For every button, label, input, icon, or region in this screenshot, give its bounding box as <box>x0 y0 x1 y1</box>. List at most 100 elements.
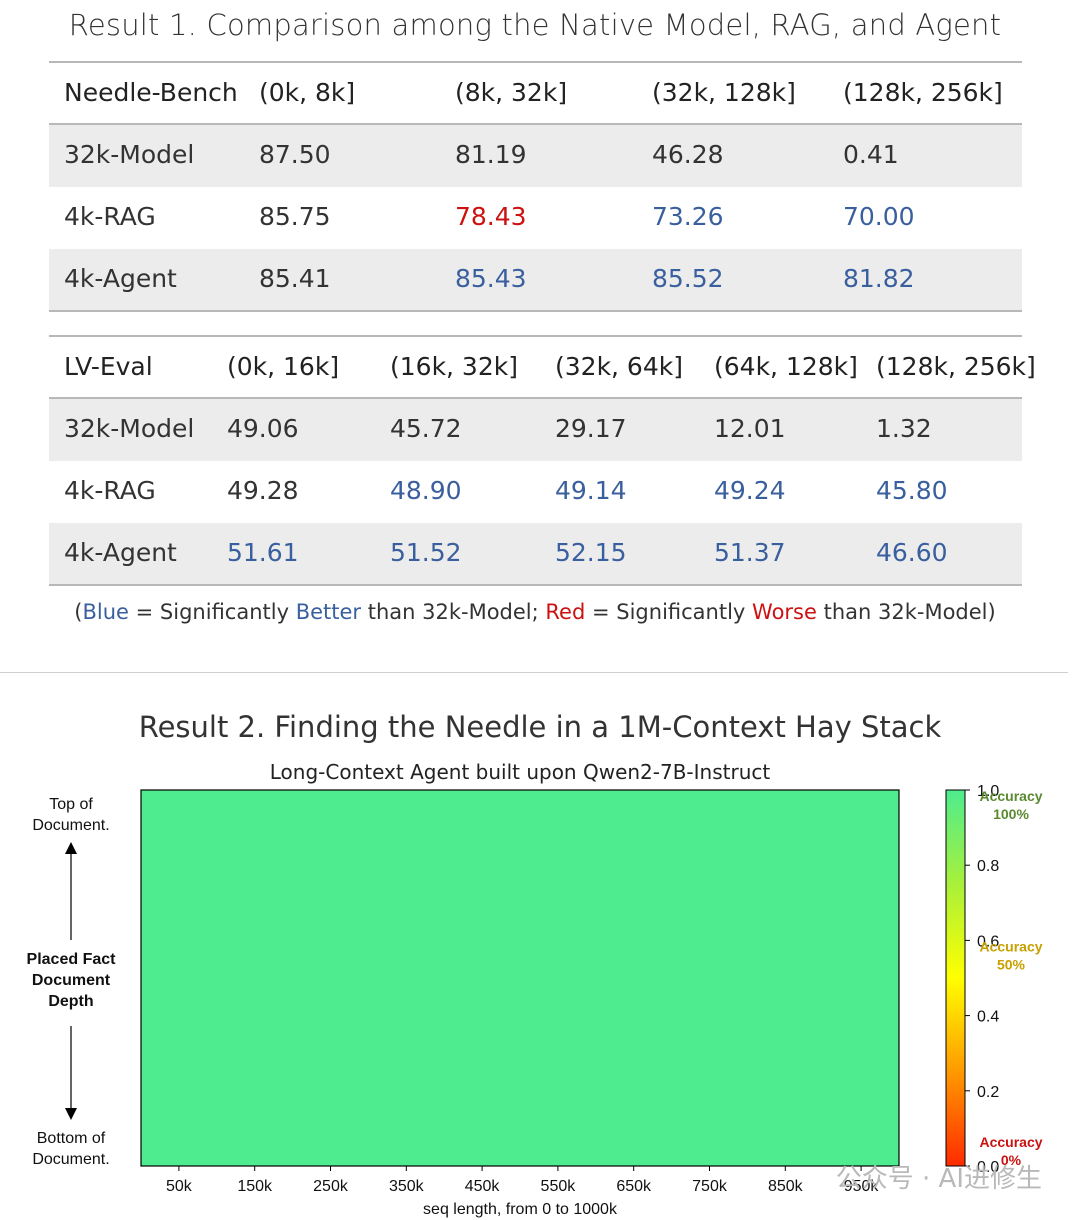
table1-cell: 81.82 <box>843 264 915 293</box>
colorbar-accuracy-annotation: 0% <box>1001 1152 1022 1168</box>
legend-mid: than 32k-Model; <box>361 600 546 624</box>
table2-row-label: 4k-Agent <box>64 538 177 567</box>
table1-bottom-rule <box>49 310 1022 312</box>
colorbar-accuracy-annotation: Accuracy <box>979 938 1042 954</box>
table1-header-3: (32k, 128k] <box>652 78 796 107</box>
y-bottom-line2: Document. <box>32 1151 110 1168</box>
table1-cell: 85.75 <box>259 202 331 231</box>
table1-top-rule <box>49 61 1022 63</box>
table1-row-band <box>49 249 1022 311</box>
result2-title: Result 2. Finding the Needle in a 1M-Con… <box>138 710 942 744</box>
colorbar-accuracy-annotation: 50% <box>997 956 1026 972</box>
table1-header-4: (128k, 256k] <box>843 78 1003 107</box>
table2-header-3: (32k, 64k] <box>555 352 683 381</box>
legend-end: than 32k-Model) <box>816 600 996 624</box>
colorbar-tick-label: 0.6 <box>977 933 999 950</box>
table2-cell: 46.60 <box>876 538 948 567</box>
colorbar-tick-label: 1.0 <box>977 783 999 800</box>
table1-row-label: 32k-Model <box>64 140 195 169</box>
result1-title: Result 1. Comparison among the Native Mo… <box>68 8 1002 42</box>
table1-header-rule <box>49 123 1022 125</box>
x-tick-label: 650k <box>616 1178 652 1195</box>
legend-red-word: Red <box>545 600 586 624</box>
table1-row-label: 4k-Agent <box>64 264 177 293</box>
colorbar-tick-label: 0.2 <box>977 1084 999 1101</box>
colorbar-tick-label: 0.8 <box>977 858 999 875</box>
legend-better: Better <box>295 600 362 624</box>
table1-header-1: (0k, 8k] <box>259 78 356 107</box>
y-bottom-label: Bottom of Document. <box>10 1128 132 1170</box>
table1-row-band <box>49 125 1022 187</box>
table2-cell: 51.61 <box>227 538 299 567</box>
table2-row-label: 4k-RAG <box>64 476 156 505</box>
y-label-line1: Placed Fact <box>26 951 116 968</box>
table1-cell: 87.50 <box>259 140 331 169</box>
table1-header-2: (8k, 32k] <box>455 78 568 107</box>
table1-row-label: 4k-RAG <box>64 202 156 231</box>
watermark: 公众号 · AI进修生 <box>835 1164 1042 1194</box>
table2-cell: 45.80 <box>876 476 948 505</box>
table2-header-0: LV-Eval <box>64 352 153 381</box>
x-tick-label: 150k <box>237 1178 273 1195</box>
x-tick-label: 50k <box>166 1178 193 1195</box>
legend-blue-word: Blue <box>82 600 129 624</box>
table2-cell: 45.72 <box>390 414 462 443</box>
table2-cell: 51.52 <box>390 538 462 567</box>
table1-cell: 73.26 <box>652 202 724 231</box>
table2-header-rule <box>49 397 1022 399</box>
colorbar-ticks: 1.0 0.8 0.6 0.4 0.2 0.0 Accuracy 100% Accuracy 50… <box>965 783 1043 1176</box>
table2-bottom-rule <box>49 584 1022 586</box>
x-tick-label: 250k <box>313 1178 349 1195</box>
table2-row-label: 32k-Model <box>64 414 195 443</box>
table2-cell: 12.01 <box>714 414 786 443</box>
table1-cell: 70.00 <box>843 202 915 231</box>
table1-cell: 85.43 <box>455 264 527 293</box>
table2-cell: 49.06 <box>227 414 299 443</box>
y-top-line2: Document. <box>32 817 110 834</box>
heatmap-cell <box>140 789 900 1167</box>
colorbar-accuracy-annotation: Accuracy <box>979 788 1042 804</box>
table2-cell: 29.17 <box>555 414 627 443</box>
x-tick-label: 350k <box>389 1178 425 1195</box>
chart-title: Long-Context Agent built upon Qwen2-7B-I… <box>269 760 771 784</box>
colorbar-accuracy-annotation: Accuracy <box>979 1134 1042 1150</box>
legend-eq1: = Significantly <box>128 600 296 624</box>
x-ticks: 50k 150k 250k 350k 450k 550k 650k 750k 850k 950k <box>166 1166 879 1195</box>
table1-cell: 85.52 <box>652 264 724 293</box>
y-top-line1: Top of <box>49 796 93 813</box>
table1-cell: 78.43 <box>455 202 527 231</box>
x-tick-label: 850k <box>768 1178 804 1195</box>
table1-header-0: Needle-Bench <box>64 78 238 107</box>
significance-legend: (Blue = Significantly Better than 32k-Mo… <box>0 600 1070 624</box>
colorbar <box>945 789 966 1167</box>
y-label-line3: Depth <box>48 993 94 1010</box>
table2-cell: 51.37 <box>714 538 786 567</box>
table2-header-5: (128k, 256k] <box>876 352 1036 381</box>
x-tick-label: 950k <box>844 1178 880 1195</box>
table2-header-4: (64k, 128k] <box>714 352 858 381</box>
table2-cell: 52.15 <box>555 538 627 567</box>
colorbar-tick-label: 0.4 <box>977 1009 999 1026</box>
y-top-label: Top of Document. <box>10 794 132 836</box>
table2-cell: 49.14 <box>555 476 627 505</box>
table1-cell: 85.41 <box>259 264 331 293</box>
x-axis-label: seq length, from 0 to 1000k <box>423 1201 618 1218</box>
table2-row-band <box>49 399 1022 461</box>
table1-cell: 81.19 <box>455 140 527 169</box>
table1-cell: 46.28 <box>652 140 724 169</box>
table2-row-band <box>49 523 1022 585</box>
table2-cell: 49.28 <box>227 476 299 505</box>
legend-worse: Worse <box>752 600 817 624</box>
table2-header-2: (16k, 32k] <box>390 352 518 381</box>
colorbar-tick-label: 0.0 <box>977 1159 999 1176</box>
legend-open: ( <box>74 600 83 624</box>
colorbar-accuracy-annotation: 100% <box>993 806 1029 822</box>
y-bottom-line1: Bottom of <box>36 1130 106 1147</box>
table2-header-1: (0k, 16k] <box>227 352 340 381</box>
y-axis-label: Placed Fact Document Depth <box>10 949 132 1012</box>
x-tick-label: 450k <box>465 1178 501 1195</box>
x-tick-label: 550k <box>541 1178 577 1195</box>
table2-cell: 49.24 <box>714 476 786 505</box>
legend-eq2: = Significantly <box>585 600 753 624</box>
